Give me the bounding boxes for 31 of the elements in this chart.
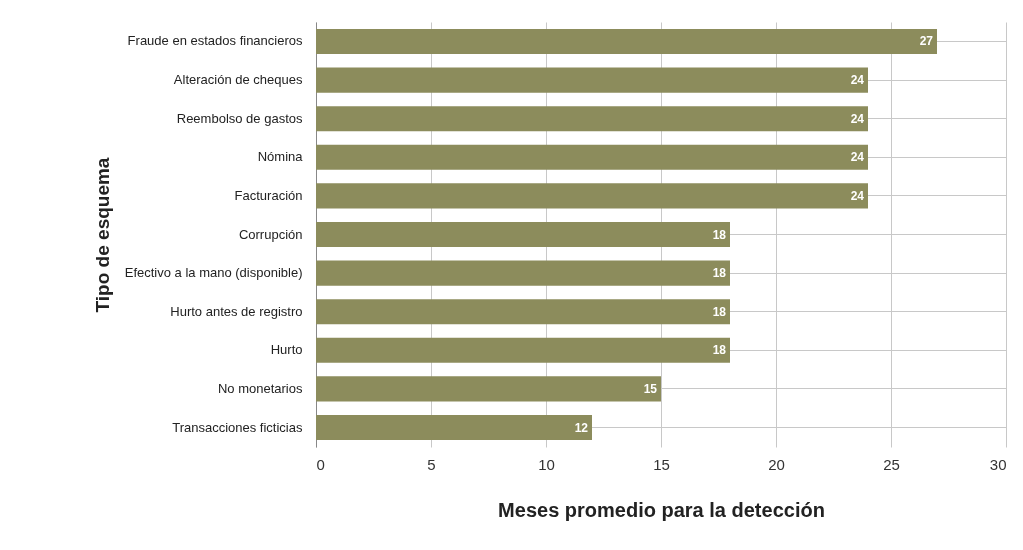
y-tick-label: Facturación [234, 187, 303, 203]
data-label: 18 [712, 266, 727, 281]
y-tick-label: Alteración de cheques [173, 72, 303, 88]
y-tick-label: Corrupción [238, 226, 303, 242]
x-tick-label: 10 [538, 455, 555, 473]
data-label: 24 [850, 111, 865, 126]
data-label: 12 [574, 420, 589, 435]
x-tick-label: 25 [883, 455, 900, 473]
data-label: 27 [919, 34, 934, 49]
x-tick-label: 15 [653, 455, 670, 473]
y-tick-label: Reembolso de gastos [176, 110, 303, 126]
data-label: 18 [712, 343, 727, 358]
y-tick-label: Fraude en estados financieros [127, 33, 303, 49]
y-axis-title: Tipo de esquema [91, 157, 113, 313]
y-tick-label: Hurto antes de registro [170, 303, 303, 319]
x-tick-label: 30 [989, 455, 1007, 473]
data-label: 15 [643, 381, 658, 396]
x-tick-label: 0 [316, 455, 325, 473]
y-tick-label: Efectivo a la mano (disponible) [124, 265, 303, 281]
x-axis-title: Meses promedio para la detección [498, 498, 825, 521]
data-label: 24 [850, 150, 865, 165]
data-label: 24 [850, 73, 865, 88]
y-tick-label: Hurto [270, 342, 303, 358]
data-label: 18 [712, 227, 727, 242]
y-tick-label: No monetarios [217, 380, 303, 396]
y-tick-label: Nómina [257, 149, 304, 165]
y-tick-label: Transacciones ficticias [172, 419, 303, 435]
x-tick-label: 20 [768, 455, 785, 473]
data-label: 18 [712, 304, 727, 319]
x-tick-label: 5 [427, 455, 436, 473]
data-label: 24 [850, 188, 865, 203]
